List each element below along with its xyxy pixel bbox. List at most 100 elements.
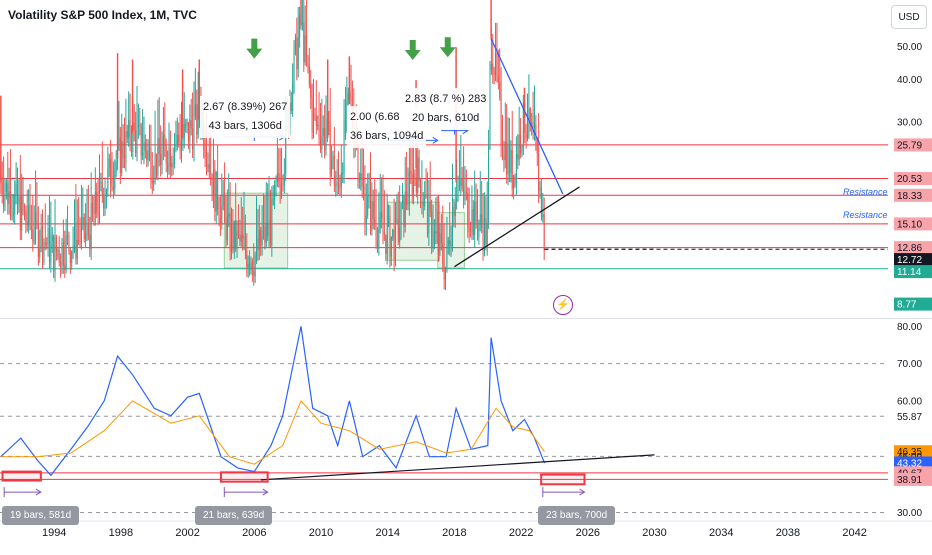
candle-body xyxy=(85,233,87,240)
candle-body xyxy=(179,142,181,152)
candle-body xyxy=(525,133,527,139)
annotation-2-bars: 36 bars, 1094d xyxy=(350,130,424,142)
candle-body xyxy=(371,200,373,231)
candle-body xyxy=(396,219,398,221)
candle-body xyxy=(507,145,509,175)
price-trendline-1 xyxy=(454,186,580,268)
candle-body xyxy=(42,226,44,263)
candle-body xyxy=(315,116,317,126)
price-trendline-2 xyxy=(490,38,564,195)
candle-body xyxy=(429,202,431,212)
candle-body xyxy=(208,164,210,173)
candle-body xyxy=(43,242,45,263)
candle-body xyxy=(497,75,499,83)
rsi-series-1 xyxy=(0,326,546,477)
rsi-tick-label: 55.87 xyxy=(897,412,922,423)
pane-divider[interactable] xyxy=(0,318,932,319)
candle-body xyxy=(229,213,231,251)
candle-body xyxy=(332,155,334,160)
candle-body xyxy=(26,221,28,226)
candle-body xyxy=(413,173,415,197)
candle-body xyxy=(543,214,545,251)
candle-body xyxy=(511,149,513,190)
x-tick-label: 2006 xyxy=(242,527,266,539)
candle-body xyxy=(150,148,152,181)
candle-body xyxy=(521,148,523,153)
candle-body xyxy=(175,145,177,149)
candle-body xyxy=(67,235,69,237)
candle-body xyxy=(307,56,309,65)
currency-button[interactable]: USD xyxy=(891,5,927,29)
candle-body xyxy=(82,217,84,226)
candle-body xyxy=(114,170,116,190)
candle-body xyxy=(404,191,406,227)
candle-body xyxy=(118,137,120,143)
candle-body xyxy=(247,263,249,268)
candle-body xyxy=(186,121,188,125)
candle-body xyxy=(7,183,9,204)
candle-body xyxy=(249,263,251,269)
candle-body xyxy=(390,236,392,257)
candle-body xyxy=(536,140,538,154)
candle-body xyxy=(132,122,134,153)
candle-body xyxy=(532,122,534,129)
candle-body xyxy=(105,189,107,197)
candle-body xyxy=(274,185,276,199)
consolidation-zone-2 xyxy=(387,201,440,261)
candle-body xyxy=(146,150,148,160)
candle-body xyxy=(468,227,470,232)
candle-body xyxy=(296,37,298,70)
candle-body xyxy=(187,121,189,142)
candle-body xyxy=(442,243,444,265)
x-tick-label: 2010 xyxy=(309,527,333,539)
candle-body xyxy=(92,203,94,212)
candle-body xyxy=(415,177,417,193)
candle-body xyxy=(517,154,519,160)
candle-body xyxy=(12,214,14,216)
candle-body xyxy=(71,251,73,264)
resistance-label-1: Resistance xyxy=(843,187,888,197)
candle-body xyxy=(372,200,374,220)
candle-body xyxy=(79,241,81,243)
candle-body xyxy=(160,154,162,165)
candle-body xyxy=(285,122,287,174)
candle-body xyxy=(311,98,313,134)
annotation-2-change: 2.00 (6.68 xyxy=(350,111,400,123)
candle-body xyxy=(110,158,112,186)
candle-body xyxy=(222,194,224,207)
candle-body xyxy=(3,196,5,207)
rsi-level-label-bg xyxy=(894,472,932,486)
candle-body xyxy=(392,229,394,237)
candle-body xyxy=(144,142,146,151)
candle-body xyxy=(221,206,223,224)
candle-body xyxy=(268,219,270,236)
rsi-range-pill-3: 23 bars, 700d xyxy=(538,506,616,525)
candle-body xyxy=(492,63,494,73)
candle-body xyxy=(411,173,413,197)
candle-body xyxy=(361,173,363,187)
candle-body xyxy=(119,137,121,174)
candle-body xyxy=(58,250,60,262)
candle-body xyxy=(17,183,19,204)
lightning-icon[interactable]: ⚡ xyxy=(553,295,573,315)
rsi-range-head-3 xyxy=(579,488,586,496)
candle-body xyxy=(495,53,497,75)
candle-body xyxy=(508,145,510,173)
candle-body xyxy=(385,234,387,254)
candle-body xyxy=(399,227,401,242)
candle-body xyxy=(151,180,153,183)
candle-body xyxy=(143,142,145,153)
candle-body xyxy=(251,261,253,271)
candle-body xyxy=(32,229,34,241)
candle-body xyxy=(403,195,405,227)
candle-body xyxy=(542,214,544,218)
candle-body xyxy=(165,144,167,164)
candle-body xyxy=(539,188,541,191)
rsi-tick-label: 70.00 xyxy=(897,359,922,370)
x-tick-label: 2034 xyxy=(709,527,733,539)
candle-body xyxy=(37,222,39,257)
rsi-ma-label: 46.35 xyxy=(897,447,922,458)
candle-body xyxy=(529,108,531,124)
